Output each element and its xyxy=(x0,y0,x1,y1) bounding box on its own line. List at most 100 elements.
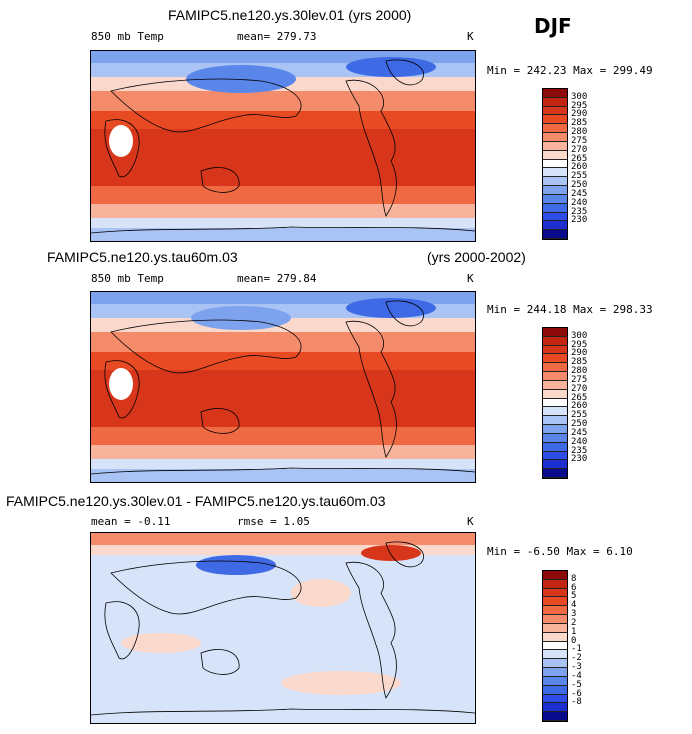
colorbar-tick-label: -4 xyxy=(571,670,582,681)
colorbar-swatch xyxy=(543,641,567,651)
colorbar-swatch xyxy=(543,203,567,213)
colorbar-swatch xyxy=(543,685,567,695)
colorbar-swatch xyxy=(543,159,567,169)
colorbar-tick-label: 260 xyxy=(571,162,588,173)
panel2-north-warm-band xyxy=(91,332,475,352)
colorbar-tick-label: 290 xyxy=(571,109,588,120)
colorbar-tick-label: 280 xyxy=(571,127,588,138)
colorbar-swatch xyxy=(543,372,567,381)
panel2-coast-australia xyxy=(200,408,240,434)
colorbar-tick-label: 285 xyxy=(571,118,588,129)
colorbar-tick-label: 245 xyxy=(571,188,588,199)
colorbar-tick-label: 235 xyxy=(571,445,588,456)
colorbar-tick-label: 1 xyxy=(571,626,577,637)
panel2-canada-cold xyxy=(346,298,436,318)
colorbar-swatch xyxy=(543,659,567,669)
colorbar-tick-label: -3 xyxy=(571,662,582,673)
panel2-south-cold-band xyxy=(91,459,475,469)
panel2-mean: mean= 279.84 xyxy=(237,272,317,285)
colorbar-swatch xyxy=(543,597,567,607)
colorbar-swatch xyxy=(543,345,567,355)
panel2-coast-antarctica xyxy=(91,467,475,475)
colorbar-tick-label: -2 xyxy=(571,653,582,664)
colorbar-tick-label: 280 xyxy=(571,366,588,377)
panel2-coast-americas xyxy=(345,320,397,458)
colorbar-swatch xyxy=(543,623,567,633)
colorbar-swatch xyxy=(543,712,567,721)
panel2-coast-africa xyxy=(104,360,140,419)
colorbar-tick-label: 295 xyxy=(571,100,588,111)
colorbar-swatch xyxy=(543,115,567,125)
panel1-coast-australia xyxy=(200,167,240,193)
colorbar-swatch xyxy=(543,212,567,222)
colorbar-tick-label: 275 xyxy=(571,135,588,146)
panel3-coast-greenland xyxy=(385,541,424,568)
colorbar-tick-label: 8 xyxy=(571,573,577,584)
panel2-north-mild-band xyxy=(91,318,475,332)
panel3-coast-antarctica xyxy=(91,708,475,716)
colorbar-swatch xyxy=(543,336,567,346)
panel3-units: K xyxy=(467,515,474,528)
colorbar-tick-label: 270 xyxy=(571,383,588,394)
colorbar-tick-label: 295 xyxy=(571,339,588,350)
colorbar-tick-label: 290 xyxy=(571,348,588,359)
colorbar-swatch xyxy=(543,668,567,677)
panel3-coast-eurasia xyxy=(110,560,302,615)
colorbar-swatch xyxy=(543,606,567,616)
colorbar-swatch xyxy=(543,221,567,231)
colorbar-tick-label: 300 xyxy=(571,91,588,102)
colorbar-tick-label: 255 xyxy=(571,410,588,421)
colorbar-tick-label: 250 xyxy=(571,180,588,191)
panel1-title: FAMIPC5.ne120.ys.30lev.01 (yrs 2000) xyxy=(168,7,412,23)
colorbar-swatch xyxy=(543,460,567,470)
colorbar-swatch xyxy=(543,133,567,142)
panel2-years: (yrs 2000-2002) xyxy=(427,249,526,265)
colorbar-swatch xyxy=(543,615,567,624)
colorbar-swatch xyxy=(543,194,567,204)
panel1-antarctic-band xyxy=(91,228,475,241)
colorbar-tick-label: 255 xyxy=(571,171,588,182)
colorbar-swatch xyxy=(543,676,567,686)
panel3-map xyxy=(90,532,476,724)
panel2-south-mild-band xyxy=(91,445,475,459)
panel1-africa-highland xyxy=(109,125,133,157)
colorbar-tick-label: -6 xyxy=(571,688,582,699)
colorbar-swatch xyxy=(543,168,567,178)
colorbar-tick-label: 3 xyxy=(571,609,577,620)
panel3-rmse: rmse = 1.05 xyxy=(237,515,310,528)
panel1-mean: mean= 279.73 xyxy=(237,30,317,43)
panel1-south-cold-band xyxy=(91,218,475,228)
panel1-map-field xyxy=(91,51,475,241)
colorbar-swatch xyxy=(543,230,567,239)
panel2-map xyxy=(90,291,476,483)
colorbar-swatch xyxy=(543,425,567,434)
colorbar-swatch xyxy=(543,186,567,195)
panel2-colorbar xyxy=(542,327,568,479)
colorbar-swatch xyxy=(543,451,567,461)
colorbar-swatch xyxy=(543,177,567,187)
colorbar-swatch xyxy=(543,469,567,478)
colorbar-swatch xyxy=(543,442,567,452)
colorbar-tick-label: 0 xyxy=(571,635,577,646)
panel2-coast-eurasia xyxy=(110,319,302,374)
colorbar-swatch xyxy=(543,97,567,107)
colorbar-tick-label: -8 xyxy=(571,697,582,708)
panel2-antarctic-band xyxy=(91,469,475,482)
panel3-south-pacific-warm xyxy=(281,671,401,695)
panel2-africa-highland xyxy=(109,368,133,400)
panel2-siberia-cold xyxy=(191,306,291,330)
colorbar-swatch xyxy=(543,354,567,364)
panel3-colorbar xyxy=(542,570,568,722)
colorbar-tick-label: -1 xyxy=(571,644,582,655)
colorbar-swatch xyxy=(543,632,567,642)
panel1-south-mild-band xyxy=(91,204,475,218)
panel1-map xyxy=(90,50,476,242)
panel1-minmax: Min = 242.23 Max = 299.49 xyxy=(487,64,653,77)
panel2-minmax: Min = 244.18 Max = 298.33 xyxy=(487,303,653,316)
colorbar-tick-label: 230 xyxy=(571,215,588,226)
panel1-coast-antarctica xyxy=(91,226,475,234)
colorbar-tick-label: 275 xyxy=(571,374,588,385)
colorbar-swatch xyxy=(543,407,567,417)
season-label: DJF xyxy=(534,14,572,38)
colorbar-tick-label: 270 xyxy=(571,144,588,155)
